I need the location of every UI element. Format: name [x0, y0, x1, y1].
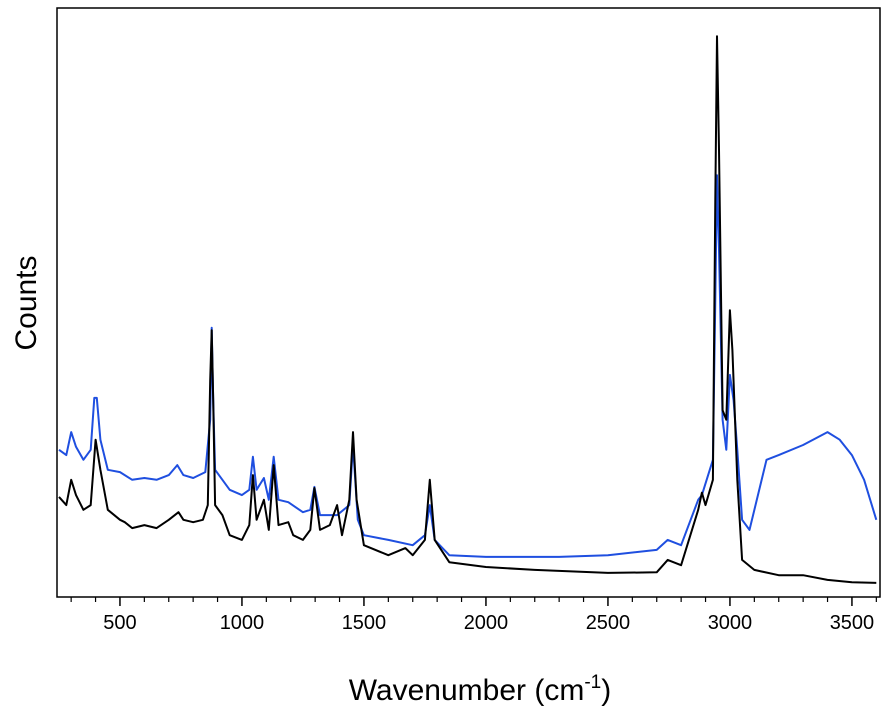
x-axis-label: Wavenumber (cm-1) — [349, 672, 612, 707]
x-tick-label: 3500 — [830, 612, 875, 634]
x-tick-label: 1000 — [220, 612, 265, 634]
x-label-suffix: ) — [601, 674, 611, 707]
x-label-text: Wavenumber (cm — [349, 674, 585, 707]
x-tick-label: 2500 — [586, 612, 631, 634]
x-tick-label: 3000 — [708, 612, 753, 634]
x-label-sup: -1 — [584, 672, 601, 693]
x-tick-label: 1500 — [342, 612, 387, 634]
plot-frame — [56, 7, 881, 598]
x-tick-label: 500 — [103, 612, 136, 634]
spectrum-line — [58, 35, 877, 584]
spectrum-line — [58, 174, 878, 558]
y-axis-label: Counts — [10, 255, 43, 350]
x-tick-label: 2000 — [464, 612, 509, 634]
